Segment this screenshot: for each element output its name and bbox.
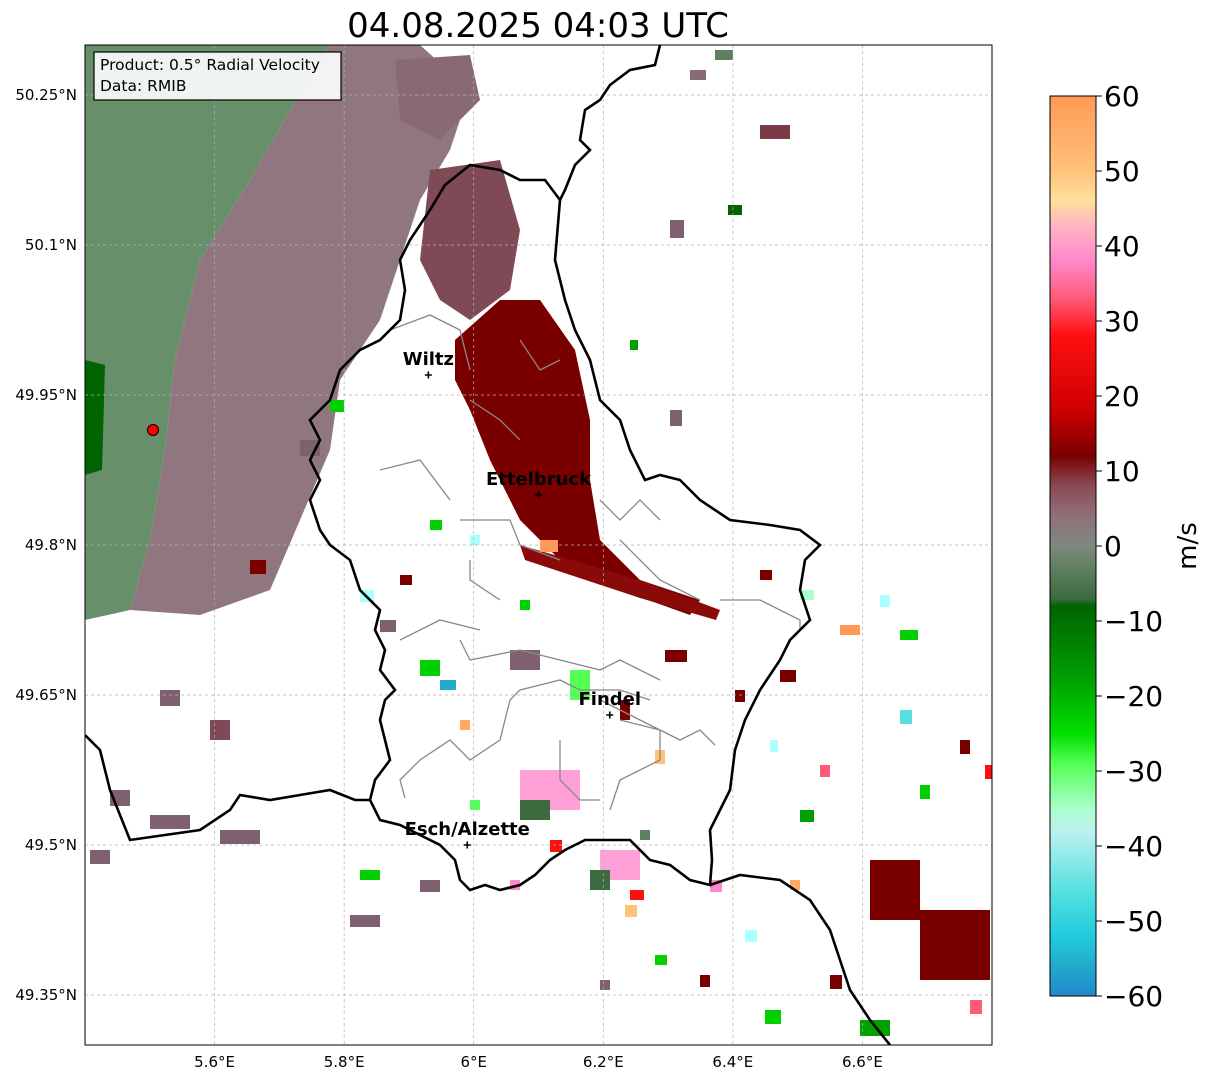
borders <box>85 45 892 1045</box>
lon-tick-label: 6.2°E <box>583 1053 624 1071</box>
colorbar-ticks: 60 50 40 30 20 10 0 −10 −20 −30 −40 −50 −60 <box>1096 80 1163 1013</box>
echo-mauve-north <box>395 55 480 140</box>
canton-boundaries <box>379 314 801 811</box>
echo-inbound-west <box>85 45 330 620</box>
lon-tick-label: 6.6°E <box>842 1053 883 1071</box>
belgium-germany-border <box>558 45 662 201</box>
colorbar-tick-label: −10 <box>1104 605 1163 638</box>
radar-echoes <box>85 45 992 1036</box>
city-label: Findel <box>578 689 641 710</box>
lat-tick-label: 49.95°N <box>15 386 77 404</box>
echo-outbound-streak <box>520 545 720 620</box>
france-germany-border-east <box>709 873 892 1045</box>
colorbar-tick-label: 60 <box>1104 80 1140 113</box>
map-frame <box>84 44 993 1046</box>
colorbar-tick-label: −60 <box>1104 980 1163 1013</box>
lon-tick-label: 5.6°E <box>194 1053 235 1071</box>
info-data-source: Data: RMIB <box>100 77 187 95</box>
info-box: Product: 0.5° Radial Velocity Data: RMIB <box>93 51 342 101</box>
city-marker <box>535 491 542 499</box>
map-panel: Wiltz Ettelbruck Findel Esch/Alzette Produc… <box>15 44 993 1071</box>
colorbar-tick-label: 30 <box>1104 305 1140 338</box>
echo-outbound-core <box>455 300 700 615</box>
luxembourg-border <box>308 163 822 892</box>
lon-tick-label: 5.8°E <box>324 1053 365 1071</box>
lat-tick-label: 49.5°N <box>25 836 77 854</box>
colorbar-tick-label: 50 <box>1104 155 1140 188</box>
colorbar-bar <box>1049 95 1097 997</box>
colorbar-tick-label: −20 <box>1104 680 1163 713</box>
colorbar-tick-label: 20 <box>1104 380 1140 413</box>
colorbar-tick-label: 10 <box>1104 455 1140 488</box>
city-marker <box>424 371 432 379</box>
city-label: Ettelbruck <box>486 469 592 490</box>
echo-mauve-band <box>420 160 520 320</box>
lon-tick-label: 6°E <box>460 1053 487 1071</box>
radar-site-marker <box>147 424 160 436</box>
france-border-west <box>85 734 370 842</box>
city-markers: Wiltz Ettelbruck Findel Esch/Alzette <box>403 349 641 849</box>
city-label: Wiltz <box>403 349 454 370</box>
map-content: Wiltz Ettelbruck Findel Esch/Alzette <box>85 45 992 1045</box>
colorbar-tick-label: −30 <box>1104 755 1163 788</box>
echo-near-zero <box>130 45 470 615</box>
longitude-tick-labels: 5.6°E 5.8°E 6°E 6.2°E 6.4°E 6.6°E <box>194 1053 883 1071</box>
lat-tick-label: 50.1°N <box>25 236 77 254</box>
colorbar-tick-label: −40 <box>1104 830 1163 863</box>
info-product: Product: 0.5° Radial Velocity <box>100 56 320 74</box>
figure-title: 04.08.2025 04:03 UTC <box>347 6 729 46</box>
city-label: Esch/Alzette <box>405 819 530 840</box>
lon-tick-label: 6.4°E <box>712 1053 753 1071</box>
colorbar-tick-label: −50 <box>1104 905 1163 938</box>
city-marker <box>463 841 471 849</box>
lat-tick-label: 50.25°N <box>15 86 77 104</box>
colorbar-tick-label: 40 <box>1104 230 1140 263</box>
colorbar-label: m/s <box>1173 522 1203 570</box>
colorbar-tick-label: 0 <box>1104 530 1122 563</box>
lat-tick-label: 49.8°N <box>25 536 77 554</box>
city-marker <box>606 711 614 719</box>
echo-inbound-core <box>85 360 105 475</box>
info-box-background <box>93 51 342 101</box>
lat-tick-label: 49.65°N <box>15 686 77 704</box>
latitude-tick-labels: 50.25°N 50.1°N 49.95°N 49.8°N 49.65°N 49.5°N 4… <box>15 86 77 1004</box>
lat-tick-label: 49.35°N <box>15 986 77 1004</box>
colorbar: 60 50 40 30 20 10 0 −10 −20 −30 −40 −50 −60 m/s <box>1049 80 1203 1013</box>
